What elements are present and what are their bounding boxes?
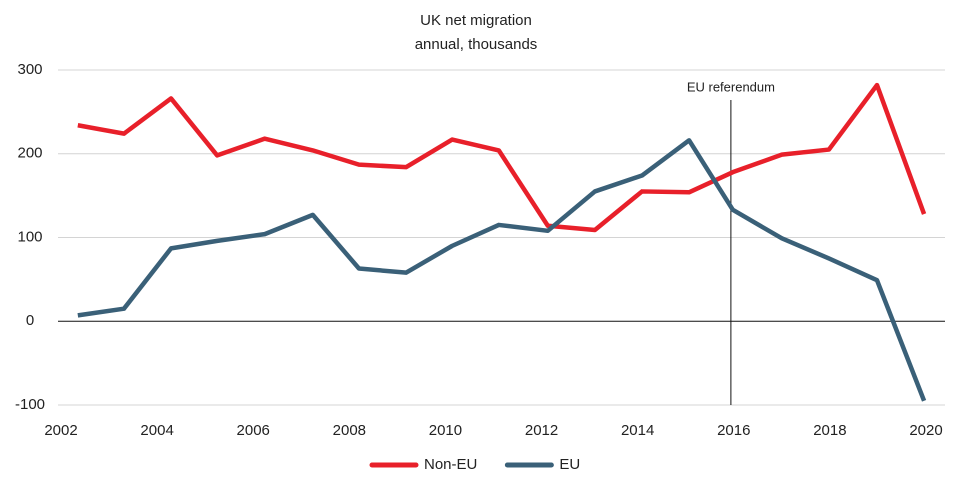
legend-label: EU bbox=[559, 456, 580, 473]
x-tick-label: 2020 bbox=[909, 422, 942, 439]
y-tick-label: 200 bbox=[17, 145, 42, 162]
x-tick-label: 2014 bbox=[621, 422, 654, 439]
x-tick-label: 2002 bbox=[44, 422, 77, 439]
legend-label: Non-EU bbox=[424, 456, 477, 473]
series-line bbox=[77, 138, 927, 402]
chart-title: UK net migration bbox=[420, 12, 532, 29]
y-tick-label: 300 bbox=[17, 61, 42, 78]
x-tick-label: 2010 bbox=[429, 422, 462, 439]
x-tick-label: 2006 bbox=[237, 422, 270, 439]
x-tick-label: 2018 bbox=[813, 422, 846, 439]
y-tick-label: 0 bbox=[26, 312, 34, 329]
chart-subtitle: annual, thousands bbox=[415, 36, 538, 53]
annotation-label: EU referendum bbox=[687, 79, 775, 94]
x-tick-label: 2004 bbox=[140, 422, 173, 439]
x-tick-label: 2012 bbox=[525, 422, 558, 439]
x-tick-label: 2008 bbox=[333, 422, 366, 439]
x-tick-label: 2016 bbox=[717, 422, 750, 439]
series-line bbox=[77, 82, 927, 233]
y-tick-label: -100 bbox=[15, 396, 45, 413]
y-tick-label: 100 bbox=[17, 228, 42, 245]
